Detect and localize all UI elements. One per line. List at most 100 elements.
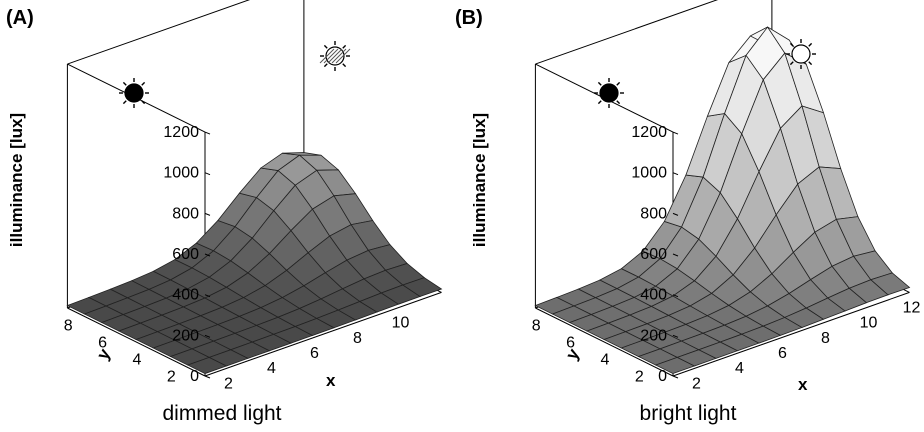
y-tick-label: 4 — [132, 352, 141, 369]
z-tick-label: 800 — [172, 205, 199, 222]
z-tick-mark — [204, 212, 211, 216]
panel-a-label: (A) — [6, 7, 34, 29]
dark-sun-icon — [594, 78, 624, 108]
sun-disc — [599, 83, 619, 103]
hatch-line — [335, 48, 351, 64]
frame-edge — [67, 0, 251, 65]
panel-b-label: (B) — [455, 7, 483, 29]
sun-ray — [808, 61, 813, 66]
z-tick-mark — [672, 253, 679, 257]
z-tick-label: 1200 — [631, 124, 667, 141]
panel-b-surface — [534, 26, 911, 374]
z-tick-mark — [204, 131, 211, 135]
x-tick-label: 2 — [224, 375, 233, 392]
z-tick-mark — [672, 334, 679, 338]
panel-a-xlabel: x — [326, 371, 336, 390]
panel-b: (B) illuminance [lux] bright light 0 200 4… — [455, 0, 921, 425]
z-tick-label: 1000 — [163, 165, 199, 182]
z-tick-label: 200 — [640, 327, 667, 344]
x-tick-label: 12 — [903, 299, 921, 316]
z-tick-label: 600 — [172, 246, 199, 263]
panel-b-x-ticks: 2 4 6 8 10 12 — [692, 299, 920, 392]
sun-ray — [323, 63, 328, 68]
sun-ray — [616, 100, 621, 105]
hatch-line — [323, 48, 339, 64]
frame-edge — [535, 0, 719, 65]
z-tick-mark — [204, 334, 211, 338]
y-tick-label: 4 — [600, 352, 609, 369]
panel-a-caption: dimmed light — [162, 402, 281, 425]
panel-a-zlabel: illuminance [lux] — [7, 113, 26, 247]
panel-a: (A) illuminance [lux] dimmed light 0 200 4… — [6, 0, 443, 425]
x-tick-label: 6 — [778, 345, 787, 362]
z-tick-label: 0 — [190, 368, 199, 385]
sun-ray — [323, 44, 328, 49]
panel-b-zlabel: illuminance [lux] — [470, 113, 489, 247]
x-tick-label: 8 — [353, 330, 362, 347]
z-tick-mark — [672, 212, 679, 216]
x-tick-label: 4 — [735, 360, 744, 377]
frame-edge — [67, 307, 206, 377]
y-tick-label: 8 — [532, 318, 541, 335]
hatch-line — [331, 48, 347, 64]
x-tick-label: 4 — [267, 360, 276, 377]
sun-ray — [342, 44, 347, 49]
x-tick-label: 6 — [310, 345, 319, 362]
z-tick-mark — [204, 253, 211, 257]
z-tick-label: 200 — [172, 327, 199, 344]
frame-edge — [204, 291, 442, 377]
sun-ray — [141, 100, 146, 105]
sun-ray — [597, 81, 602, 86]
panel-b-xlabel: x — [798, 375, 808, 394]
panel-a-y-ticks: 8 6 4 2 — [64, 318, 176, 386]
sun-ray — [616, 81, 621, 86]
z-tick-mark — [672, 375, 679, 379]
z-tick-mark — [204, 172, 211, 176]
z-tick-mark — [204, 294, 211, 298]
panel-b-caption: bright light — [640, 402, 737, 425]
z-tick-label: 600 — [640, 246, 667, 263]
z-tick-label: 1000 — [631, 165, 667, 182]
sun-ray — [789, 61, 794, 66]
panel-a-z-ticks: 0 200 400 600 800 1000 1200 — [163, 124, 211, 385]
sun-ray — [122, 81, 127, 86]
sun-ray — [789, 42, 794, 47]
y-tick-label: 2 — [635, 369, 644, 386]
z-tick-mark — [672, 294, 679, 298]
dark-sun-icon — [119, 78, 149, 108]
y-tick-label: 6 — [98, 335, 107, 352]
z-tick-label: 400 — [172, 287, 199, 304]
x-tick-label: 2 — [692, 375, 701, 392]
sun-ray — [122, 100, 127, 105]
y-tick-label: 2 — [167, 369, 176, 386]
z-tick-label: 400 — [640, 287, 667, 304]
panel-b-y-ticks: 8 6 4 2 — [532, 318, 644, 386]
z-tick-mark — [204, 375, 211, 379]
sun-ray — [342, 63, 347, 68]
z-tick-label: 800 — [640, 205, 667, 222]
surface-patch — [870, 272, 911, 296]
sun-ray — [141, 81, 146, 86]
frame-edge — [672, 291, 910, 377]
hatch-line — [327, 48, 343, 64]
sun-disc — [791, 44, 811, 64]
sun-disc — [124, 83, 144, 103]
hatch-line — [319, 48, 335, 64]
x-tick-label: 10 — [392, 315, 410, 332]
sun-ray — [808, 42, 813, 47]
z-tick-label: 0 — [658, 368, 667, 385]
surface-patch — [401, 277, 443, 297]
panel-a-surface — [66, 152, 443, 374]
open-sun-icon — [786, 39, 816, 69]
sun-ray — [597, 100, 602, 105]
z-tick-mark — [672, 131, 679, 135]
panel-b-z-ticks: 0 200 400 600 800 1000 1200 — [631, 124, 679, 385]
z-tick-mark — [672, 172, 679, 176]
x-tick-label: 8 — [821, 330, 830, 347]
z-tick-label: 1200 — [163, 124, 199, 141]
y-tick-label: 6 — [566, 335, 575, 352]
y-tick-label: 8 — [64, 318, 73, 335]
hatched-sun-icon — [319, 41, 351, 71]
x-tick-label: 10 — [860, 315, 878, 332]
